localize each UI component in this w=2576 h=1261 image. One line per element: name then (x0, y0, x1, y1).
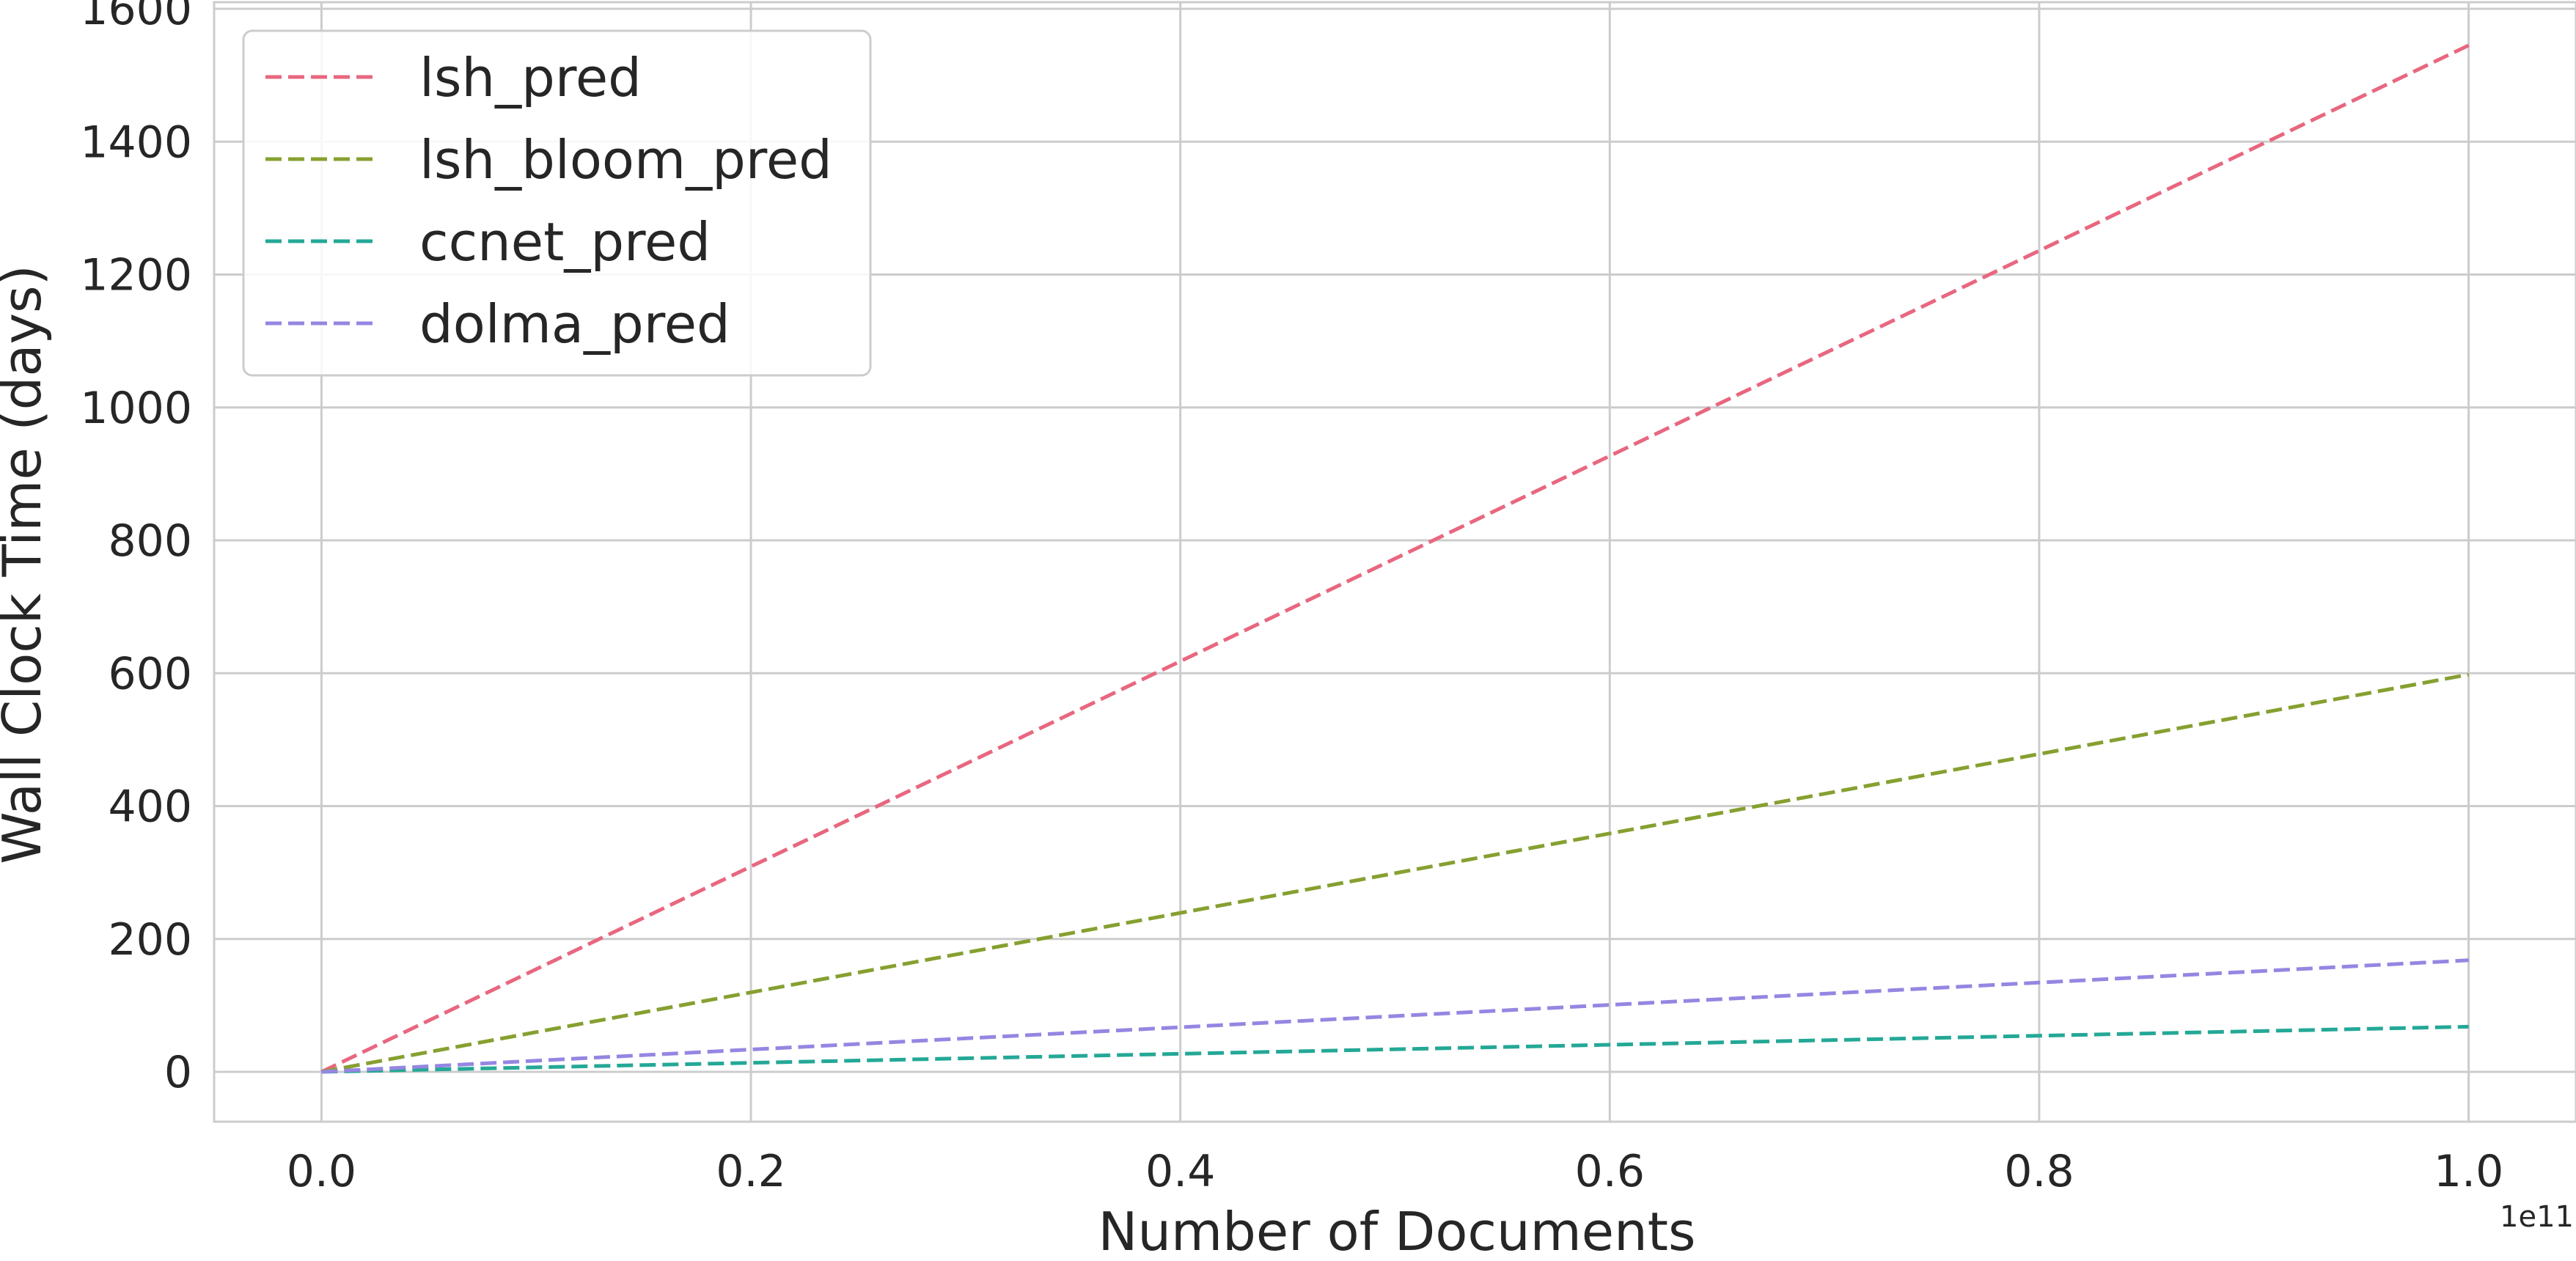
series-line-lsh-pred (320, 43, 2470, 1074)
x-axis-ticks: 0.0 0.2 0.4 0.6 0.8 1.0 (287, 1146, 2504, 1197)
y-tick-label: 1400 (80, 117, 192, 168)
y-axis-label: Wall Clock Time (days) (0, 265, 53, 864)
series-line-ccnet-pred (321, 1024, 2469, 1074)
y-tick-label: 1600 (80, 0, 192, 35)
legend-label: ccnet_pred (419, 211, 711, 273)
legend-label: lsh_pred (419, 47, 642, 109)
y-tick-label: 1000 (80, 383, 192, 434)
x-tick-label: 0.0 (287, 1146, 356, 1197)
legend-label: dolma_pred (419, 293, 730, 355)
series-line-dolma-pred (321, 958, 2469, 1074)
y-tick-label: 600 (108, 648, 192, 699)
legend-label: lsh_bloom_pred (419, 129, 832, 191)
legend-box (242, 29, 872, 377)
x-tick-label: 1.0 (2434, 1146, 2503, 1197)
y-tick-label: 200 (108, 914, 192, 966)
y-axis-ticks: 0 200 400 600 800 1000 1200 1400 1600 (80, 0, 192, 1098)
y-tick-label: 800 (108, 515, 192, 567)
legend-entries: lsh_pred lsh_bloom_pred ccnet_pred dolma_pr… (265, 47, 832, 355)
x-axis-offset-label: 1e11 (2500, 1200, 2574, 1234)
plot-frame (213, 1, 2576, 1123)
grid (214, 2, 2576, 1122)
x-tick-label: 0.8 (2004, 1146, 2074, 1197)
series-line-lsh-bloom-pred (320, 672, 2470, 1074)
x-tick-label: 0.6 (1575, 1146, 1645, 1197)
x-tick-label: 0.4 (1145, 1146, 1215, 1197)
y-tick-label: 0 (164, 1047, 192, 1098)
legend: lsh_pred lsh_bloom_pred ccnet_pred dolma_pr… (242, 29, 872, 377)
x-tick-label: 0.2 (716, 1146, 785, 1197)
x-axis-label: Number of Documents (1098, 1201, 1696, 1261)
y-tick-label: 400 (108, 782, 192, 833)
series-lines (320, 43, 2470, 1074)
y-tick-label: 1200 (80, 250, 192, 301)
